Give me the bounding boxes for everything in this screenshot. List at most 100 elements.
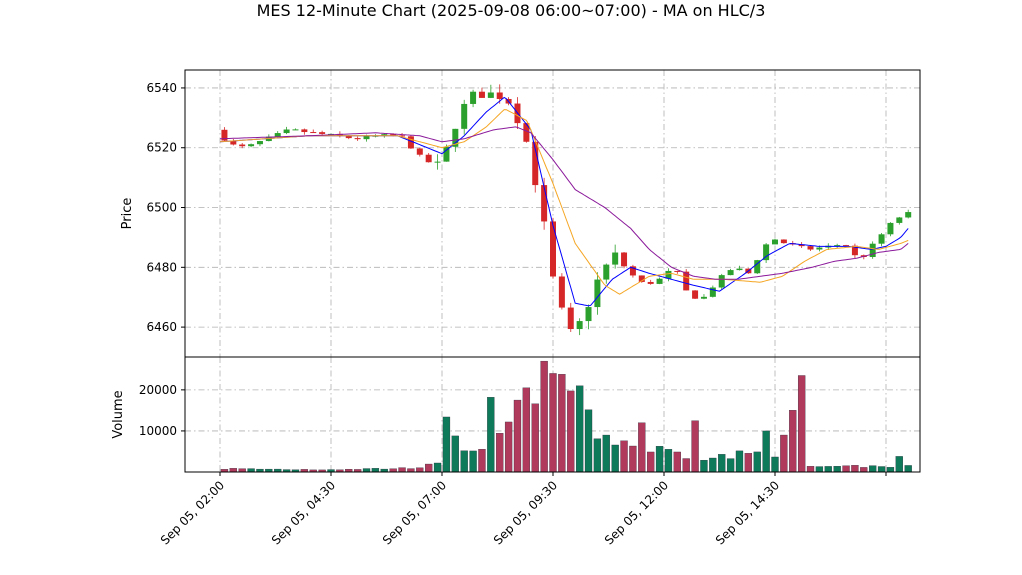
volume-bar — [513, 399, 522, 473]
candle-body — [629, 266, 636, 276]
candle-body — [603, 264, 610, 280]
volume-axis-label: Volume — [111, 390, 126, 438]
volume-bar — [362, 468, 371, 473]
volume-bar — [709, 457, 717, 473]
candle-body — [843, 245, 850, 247]
candle-body — [736, 268, 743, 271]
volume-bar — [851, 465, 859, 473]
x-tick-label: Sep 05, 07:00 — [380, 478, 449, 547]
volume-bar — [806, 466, 815, 473]
volume-bar — [602, 434, 610, 473]
volume-bar — [478, 449, 486, 473]
volume-bar — [487, 397, 495, 473]
volume-bar — [425, 463, 433, 473]
price-y-tick-label: 6520 — [146, 141, 177, 155]
candle-body — [683, 271, 690, 291]
candle-body — [478, 91, 485, 98]
volume-y-ticks: 10000 20000 — [139, 383, 185, 438]
candle-body — [665, 270, 672, 279]
volume-bar — [771, 456, 779, 473]
volume-panel: 10000 20000 Volume — [111, 356, 921, 473]
volume-bar — [611, 444, 619, 473]
candle-body — [221, 129, 228, 141]
volume-bar — [593, 438, 602, 473]
x-tick-label: Sep 05, 04:30 — [269, 478, 338, 547]
candle-body — [487, 92, 494, 98]
volume-bar — [238, 468, 246, 473]
volume-bar — [726, 458, 735, 473]
candle-body — [550, 221, 556, 277]
price-panel-frame — [184, 69, 921, 358]
volume-grid — [185, 357, 920, 472]
volume-bar — [797, 375, 806, 473]
price-y-tick-label: 6460 — [146, 320, 177, 334]
candle-body — [532, 141, 539, 186]
candle-body — [416, 148, 423, 155]
candle-body — [381, 134, 388, 136]
candle-body — [896, 217, 903, 223]
volume-bar — [815, 466, 824, 473]
candle-body — [274, 133, 281, 137]
volume-bar — [833, 466, 841, 473]
candle-body — [283, 129, 290, 134]
candle-body — [336, 133, 343, 136]
candle-body — [772, 239, 778, 245]
candle-body — [674, 270, 681, 272]
volume-bar — [762, 430, 770, 473]
candle-body — [567, 307, 574, 330]
candle-body — [452, 128, 459, 147]
price-candles — [221, 84, 912, 336]
volume-bar — [877, 466, 886, 473]
candle-body — [727, 270, 734, 276]
volume-bar — [389, 468, 397, 473]
volume-bar — [700, 459, 708, 473]
candle-body — [834, 245, 841, 247]
candle-body — [816, 247, 823, 250]
price-y-ticks: 6460 6480 6500 6520 6540 — [146, 81, 185, 334]
volume-bar — [407, 468, 415, 473]
x-tick-label: Sep 05, 14:30 — [713, 478, 782, 547]
x-tick-label: Sep 05, 02:00 — [158, 478, 227, 547]
volume-bar — [540, 360, 548, 473]
candle-body — [585, 307, 592, 322]
candle-body — [780, 239, 787, 244]
candle-body — [301, 129, 308, 133]
volume-bar — [691, 420, 699, 473]
volume-bar — [682, 458, 690, 473]
candle-body — [443, 146, 450, 162]
candle-body — [399, 135, 406, 137]
volume-bar — [842, 465, 850, 473]
volume-bar — [638, 422, 646, 473]
volume-bar — [247, 468, 255, 473]
volume-bar — [895, 456, 903, 473]
volume-bar — [629, 445, 637, 473]
volume-bar — [575, 385, 584, 473]
volume-bar — [620, 440, 628, 473]
candle-body — [594, 279, 601, 308]
volume-bar — [780, 434, 788, 473]
volume-bar — [460, 450, 468, 473]
volume-bar — [567, 390, 575, 473]
price-y-tick-label: 6500 — [146, 201, 177, 215]
candle-body — [354, 138, 361, 140]
volume-bar — [904, 465, 912, 473]
candle-body — [887, 222, 894, 235]
volume-bar — [673, 451, 681, 473]
volume-bar — [531, 403, 539, 473]
volume-y-tick-label: 20000 — [139, 383, 177, 397]
candle-body — [621, 252, 628, 267]
volume-bar — [549, 373, 557, 473]
candle-body — [248, 144, 255, 147]
x-axis-ticks: Sep 05, 02:00 Sep 05, 04:30 Sep 05, 07:00 S… — [158, 472, 887, 547]
candle-body — [425, 154, 432, 163]
candle-body — [878, 234, 885, 244]
candle-body — [523, 123, 530, 142]
chart-title: MES 12-Minute Chart (2025-09-08 06:00~07… — [256, 1, 766, 20]
ma-mid-line — [219, 109, 909, 295]
volume-bar — [869, 465, 877, 473]
candle-body — [310, 132, 317, 134]
candle-body — [612, 252, 619, 265]
volume-bar — [584, 409, 593, 473]
price-panel: 6460 6480 6500 6520 6540 Price — [120, 69, 921, 358]
